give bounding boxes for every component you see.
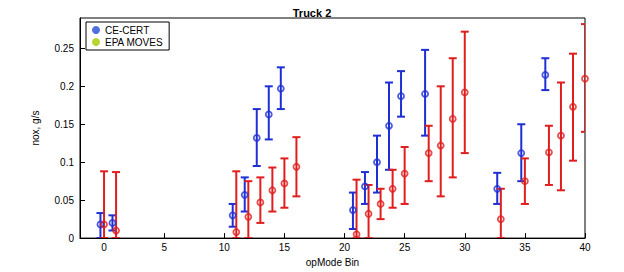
svg-text:CE-CERT: CE-CERT (105, 25, 149, 36)
svg-text:0.15: 0.15 (55, 119, 75, 130)
svg-text:15: 15 (279, 242, 291, 253)
svg-text:nox, g/s: nox, g/s (30, 111, 41, 146)
svg-text:5: 5 (161, 242, 167, 253)
svg-text:40: 40 (579, 242, 591, 253)
svg-text:Truck 2: Truck 2 (293, 7, 332, 19)
svg-text:opMode Bin: opMode Bin (306, 257, 359, 268)
svg-text:EPA MOVES: EPA MOVES (105, 37, 163, 48)
svg-text:20: 20 (339, 242, 351, 253)
svg-text:0.25: 0.25 (55, 43, 75, 54)
svg-text:35: 35 (519, 242, 531, 253)
svg-text:0: 0 (68, 233, 74, 244)
svg-text:0.1: 0.1 (60, 157, 74, 168)
svg-text:10: 10 (219, 242, 231, 253)
svg-text:30: 30 (459, 242, 471, 253)
svg-text:25: 25 (399, 242, 411, 253)
svg-text:0: 0 (101, 242, 107, 253)
svg-text:0.2: 0.2 (60, 81, 74, 92)
svg-text:0.05: 0.05 (55, 195, 75, 206)
